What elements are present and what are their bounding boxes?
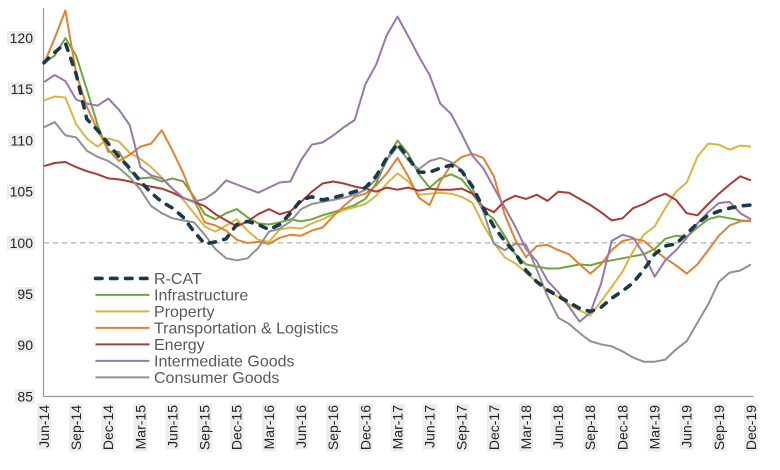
svg-text:Sep-14: Sep-14 — [68, 405, 84, 450]
svg-text:Dec-16: Dec-16 — [357, 405, 373, 450]
svg-text:Infrastructure: Infrastructure — [154, 288, 248, 305]
svg-text:Consumer Goods: Consumer Goods — [154, 370, 279, 387]
svg-text:Dec-15: Dec-15 — [229, 405, 245, 450]
svg-text:Mar-19: Mar-19 — [647, 405, 663, 450]
svg-text:Dec-14: Dec-14 — [100, 405, 116, 450]
svg-text:Mar-18: Mar-18 — [518, 405, 534, 450]
svg-text:Sep-19: Sep-19 — [711, 405, 727, 450]
svg-text:85: 85 — [17, 388, 33, 404]
svg-text:Jun-14: Jun-14 — [36, 405, 52, 448]
svg-text:Sep-15: Sep-15 — [197, 405, 213, 450]
svg-text:120: 120 — [10, 30, 34, 46]
svg-text:Transportation & Logistics: Transportation & Logistics — [154, 321, 338, 338]
svg-text:Dec-17: Dec-17 — [486, 405, 502, 450]
svg-text:Dec-18: Dec-18 — [614, 405, 630, 450]
svg-text:Property: Property — [154, 304, 214, 321]
svg-text:Mar-15: Mar-15 — [132, 405, 148, 450]
svg-text:Jun-17: Jun-17 — [422, 405, 438, 448]
svg-text:100: 100 — [10, 235, 34, 251]
svg-text:Intermediate Goods: Intermediate Goods — [154, 354, 295, 371]
svg-text:Jun-18: Jun-18 — [550, 405, 566, 448]
svg-text:110: 110 — [11, 132, 34, 148]
svg-text:Jun-19: Jun-19 — [679, 405, 695, 448]
svg-text:Mar-16: Mar-16 — [261, 405, 277, 450]
svg-text:Jun-16: Jun-16 — [293, 405, 309, 448]
svg-text:95: 95 — [17, 286, 33, 302]
svg-text:Dec-19: Dec-19 — [743, 405, 759, 450]
svg-text:Energy: Energy — [154, 337, 205, 354]
svg-text:Sep-17: Sep-17 — [454, 405, 470, 450]
svg-text:105: 105 — [10, 184, 34, 200]
svg-text:Sep-16: Sep-16 — [325, 405, 341, 450]
svg-text:Sep-18: Sep-18 — [582, 405, 598, 450]
svg-text:R-CAT: R-CAT — [154, 271, 202, 288]
svg-text:Mar-17: Mar-17 — [389, 405, 405, 450]
svg-text:115: 115 — [11, 81, 34, 97]
svg-text:Jun-15: Jun-15 — [164, 405, 180, 448]
svg-text:90: 90 — [17, 337, 33, 353]
